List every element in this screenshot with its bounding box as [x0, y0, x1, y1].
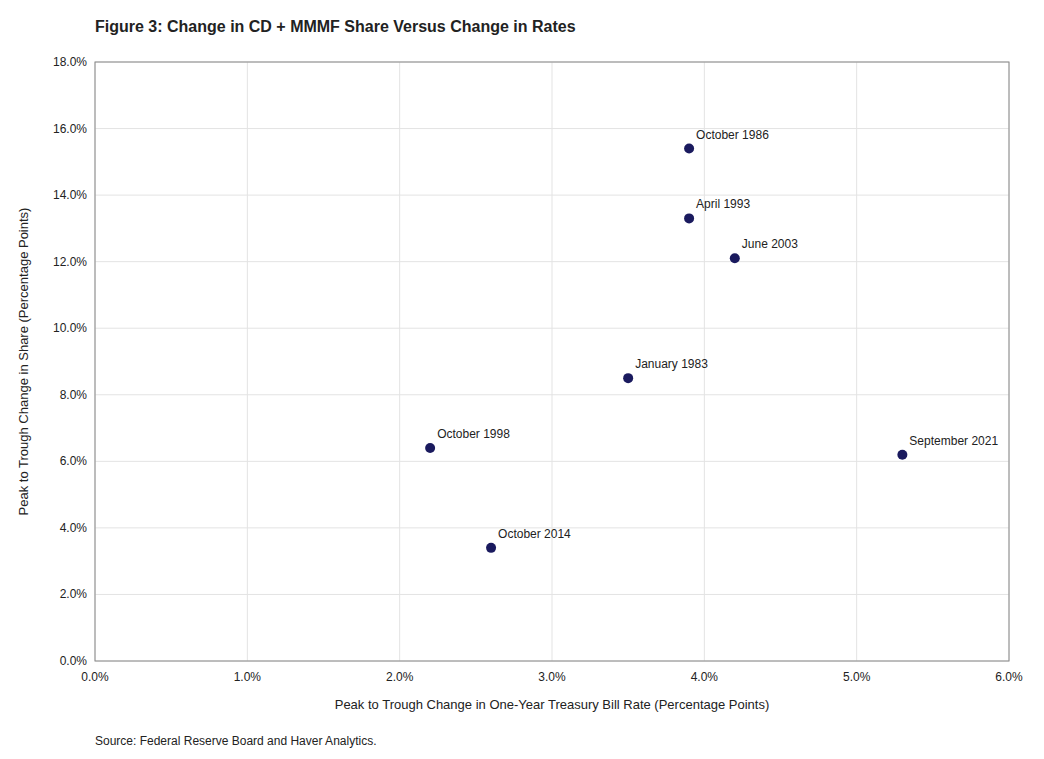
x-tick-label: 5.0% [843, 670, 871, 684]
point [897, 450, 907, 460]
point-label: April 1993 [696, 197, 750, 211]
grid [95, 62, 1009, 661]
point-label: January 1983 [635, 357, 708, 371]
chart: 0.0% 1.0% 2.0% 3.0% 4.0% 5.0% 6.0% 0.0% 2.0% 4.0%… [0, 0, 1044, 759]
y-grid-line [95, 195, 1009, 196]
plot-frame [95, 62, 1009, 661]
y-tick-label: 8.0% [60, 388, 88, 402]
point-label: October 1998 [437, 427, 510, 441]
y-tick-label: 10.0% [53, 321, 87, 335]
source-note: Source: Federal Reserve Board and Haver … [95, 734, 376, 748]
x-tick-label: 2.0% [386, 670, 414, 684]
points [425, 144, 907, 553]
x-grid-line [552, 62, 553, 661]
y-tick-label: 6.0% [60, 454, 88, 468]
x-tick-label: 6.0% [995, 670, 1023, 684]
point-label: June 2003 [742, 237, 798, 251]
y-tick-label: 14.0% [53, 188, 87, 202]
y-tick-label: 2.0% [60, 587, 88, 601]
y-grid-line [95, 128, 1009, 129]
x-grid-line [247, 62, 248, 661]
y-tick-label: 16.0% [53, 122, 87, 136]
point [623, 373, 633, 383]
y-tick-label: 4.0% [60, 521, 88, 535]
y-axis-label: Peak to Trough Change in Share (Percenta… [16, 208, 31, 516]
point-label: October 2014 [498, 527, 571, 541]
x-tick-label: 1.0% [234, 670, 262, 684]
x-grid-line [399, 62, 400, 661]
point-label: September 2021 [909, 434, 998, 448]
x-tick-label: 0.0% [81, 670, 109, 684]
y-grid-line [95, 394, 1009, 395]
point [684, 144, 694, 154]
title: Figure 3: Change in CD + MMMF Share Vers… [95, 18, 576, 35]
y-grid-line [95, 594, 1009, 595]
y-grid-line [95, 261, 1009, 262]
x-tick-label: 4.0% [691, 670, 719, 684]
y-grid-line [95, 461, 1009, 462]
point-label: October 1986 [696, 128, 769, 142]
point [425, 443, 435, 453]
y-grid-line [95, 328, 1009, 329]
point [684, 213, 694, 223]
point-labels: October 1986 April 1993 June 2003 January 1… [437, 128, 998, 541]
point [486, 543, 496, 553]
point [730, 253, 740, 263]
x-tick-label: 3.0% [538, 670, 566, 684]
x-axis-label: Peak to Trough Change in One-Year Treasu… [335, 697, 770, 712]
x-grid-line [856, 62, 857, 661]
y-tick-label: 12.0% [53, 255, 87, 269]
y-tick-label: 18.0% [53, 55, 87, 69]
y-tick-label: 0.0% [60, 654, 88, 668]
